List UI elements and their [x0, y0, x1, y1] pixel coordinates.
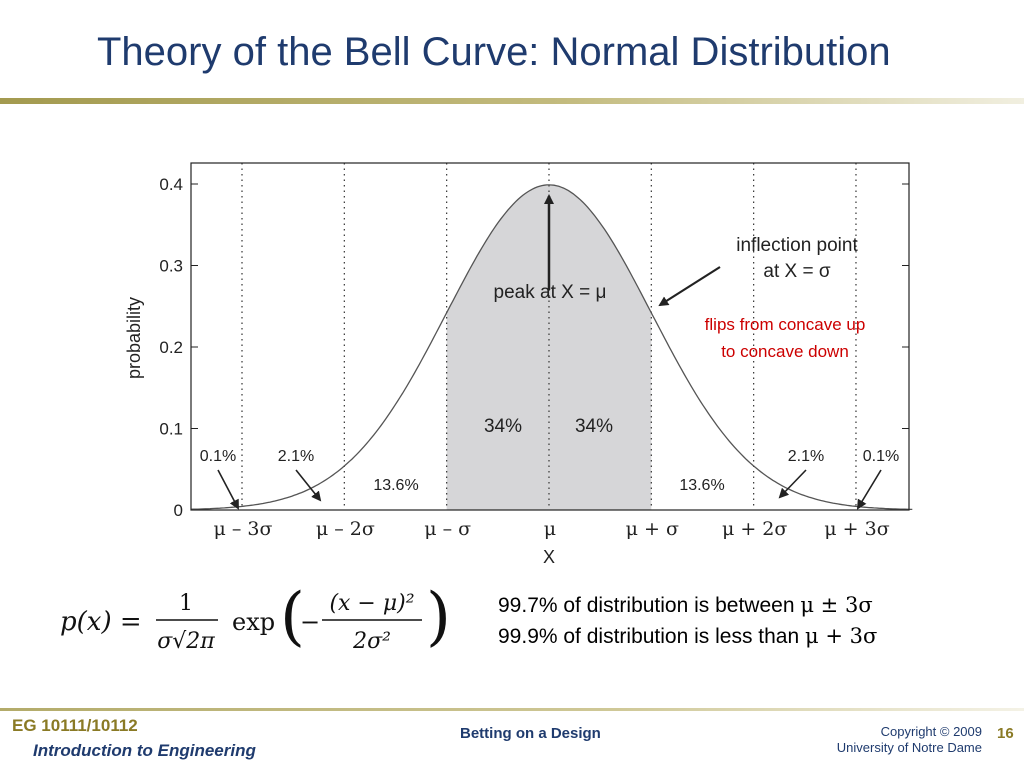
region-percent-label: 13.6%: [679, 477, 724, 494]
x-tick-label: μ + 3σ: [824, 518, 889, 540]
footer-copyright: Copyright © 2009 University of Notre Dam…: [837, 724, 982, 756]
copyright-line-1: Copyright © 2009: [880, 724, 982, 739]
formula-exp: exp: [232, 608, 275, 636]
footer-center-title: Betting on a Design: [460, 725, 601, 742]
formula-inner-denominator: 2σ²: [352, 629, 391, 654]
region-percent-label: 2.1%: [278, 448, 314, 465]
bell-curve-chart: 0 0.1 0.2 0.3 0.4 probability μ – 3σ μ – 2σ μ –…: [124, 162, 913, 567]
stats-line-2: 99.9% of distribution is less than μ + 3…: [498, 621, 877, 652]
x-tick-label: μ – 3σ: [214, 518, 273, 540]
plot-frame: [190, 162, 910, 511]
formula-inner-numerator: (x − μ)²: [329, 591, 414, 616]
x-tick-label: μ – σ: [424, 518, 471, 540]
concavity-note-line-2: to concave down: [721, 342, 849, 361]
region-percent-label: 0.1%: [863, 448, 899, 465]
inflection-label-line-2: at X = σ: [763, 261, 830, 282]
region-percent-label: 34%: [575, 416, 613, 437]
stats-line-1-symbol: μ ± 3σ: [800, 593, 873, 617]
formula-denominator: σ√2π: [157, 629, 215, 654]
formula-right-paren: ): [426, 588, 451, 654]
x-tick-label: μ – 2σ: [316, 518, 375, 540]
title-rule: [0, 98, 1024, 104]
concavity-note-line-1: flips from concave up: [705, 315, 866, 334]
inflection-arrow: [658, 266, 721, 307]
page-number: 16: [997, 725, 1014, 742]
y-tick-label: 0: [174, 501, 183, 520]
normal-pdf-formula: p(x) = 1 σ√2π exp ( − (x − μ)² 2σ² ): [60, 580, 460, 658]
y-tick-label: 0.1: [159, 420, 183, 439]
footer-subtitle: Introduction to Engineering: [33, 741, 256, 760]
inflection-label-line-1: inflection point: [736, 235, 858, 256]
formula-left-paren: (: [280, 588, 305, 654]
region-percent-label: 34%: [484, 416, 522, 437]
formula-lhs: p(x) =: [60, 607, 142, 637]
distribution-stats: 99.7% of distribution is between μ ± 3σ …: [498, 590, 877, 652]
shaded-area-one-sigma: [446, 184, 652, 510]
x-axis-label: X: [543, 547, 555, 567]
stats-line-1-text: 99.7% of distribution is between: [498, 594, 801, 617]
stats-line-1: 99.7% of distribution is between μ ± 3σ: [498, 590, 877, 621]
tail-arrow: [295, 469, 322, 502]
peak-label: peak at X = μ: [494, 282, 607, 303]
y-axis-label: probability: [124, 297, 144, 379]
x-tick-label: μ + 2σ: [722, 518, 787, 540]
tail-arrow: [856, 469, 882, 510]
y-tick-label: 0.3: [159, 257, 183, 276]
footer-rule: [0, 708, 1024, 711]
formula-numerator: 1: [179, 591, 193, 616]
region-percent-label: 2.1%: [788, 448, 824, 465]
footer-course: EG 10111/10112: [12, 716, 138, 735]
stats-line-2-text: 99.9% of distribution is less than: [498, 625, 806, 648]
y-tick-label: 0.4: [159, 175, 183, 194]
y-tick-label: 0.2: [159, 338, 183, 357]
stats-line-2-symbol: μ + 3σ: [805, 624, 878, 648]
tail-arrow: [217, 469, 239, 510]
region-percent-label: 13.6%: [373, 477, 418, 494]
region-percent-label: 0.1%: [200, 448, 236, 465]
tail-arrow: [778, 469, 807, 499]
formula-minus: −: [300, 608, 320, 636]
x-tick-label: μ + σ: [626, 518, 679, 540]
slide-title: Theory of the Bell Curve: Normal Distrib…: [97, 30, 891, 74]
copyright-line-2: University of Notre Dame: [836, 740, 982, 755]
x-tick-label: μ: [544, 518, 556, 540]
